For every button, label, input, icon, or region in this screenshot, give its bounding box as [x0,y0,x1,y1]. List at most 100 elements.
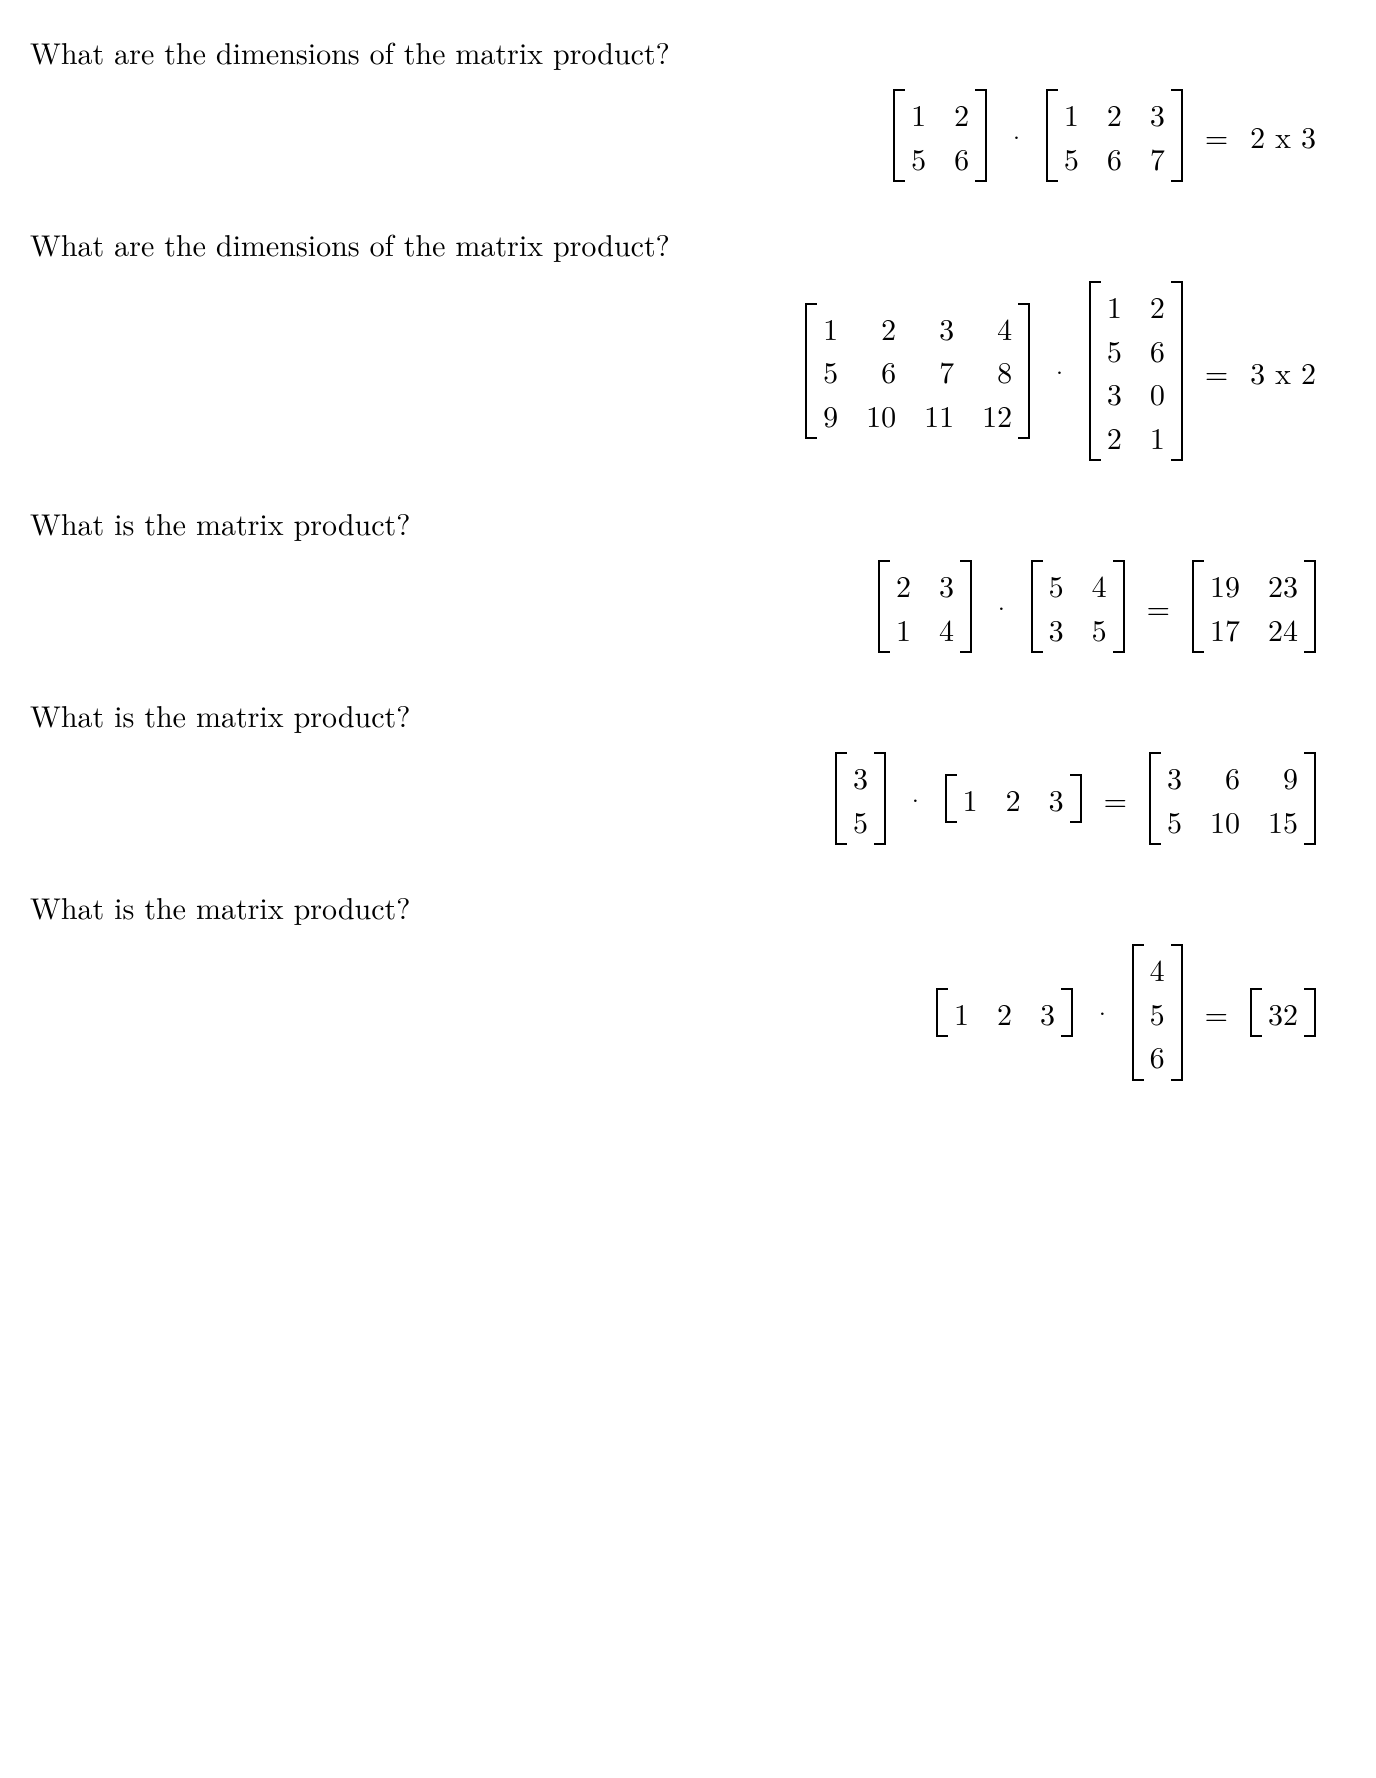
equals-sign: = [1201,350,1232,393]
bracket-left [805,303,817,440]
matrix-cells: 123567 [1058,89,1171,182]
matrix-cell: 5 [1167,802,1182,840]
matrix-cell: 5 [823,352,838,390]
matrix-cell: 9 [1283,758,1298,796]
matrix-cell: 3 [853,758,868,796]
dot-operator: · [904,787,927,811]
equals-sign: = [1143,585,1174,628]
matrix-cell: 5 [853,802,868,840]
bracket-right [1304,752,1316,845]
bracket-left [1149,752,1161,845]
matrix-cell: 1 [954,994,969,1032]
matrix-cell: 1 [963,780,978,818]
question-text: What is the matrix product? [30,501,1346,544]
bracket-left [1132,944,1144,1081]
matrix-cell: 32 [1268,994,1298,1032]
equation-row: 123456789101112·12563021=3 x 2 [30,281,1316,461]
bracket-right [1018,303,1030,440]
matrix-cells: 123 [957,774,1070,824]
bracket-right [975,89,987,182]
matrix-cell: 0 [1150,374,1165,412]
matrix-right: 123 [945,774,1082,824]
matrix-cell: 10 [866,396,896,434]
bracket-left [1031,560,1043,653]
equals-sign: = [1100,777,1131,820]
matrix-cells: 32 [1262,988,1304,1038]
matrix-answer: 19231724 [1192,560,1316,653]
bracket-right [960,560,972,653]
question-text: What is the matrix product? [30,885,1346,928]
matrix-cells: 5435 [1043,560,1113,653]
bracket-right [874,752,886,845]
matrix-cell: 5 [1150,994,1165,1032]
matrix-cell: 1 [1150,418,1165,456]
question-text: What are the dimensions of the matrix pr… [30,222,1346,265]
matrix-cell: 24 [1268,610,1298,648]
matrix-cell: 5 [1107,331,1122,369]
matrix-cell: 6 [1225,758,1240,796]
equation-row: 35·123=36951015 [30,752,1316,845]
matrix-cell: 2 [1150,287,1165,325]
bracket-left [936,988,948,1038]
matrix-cell: 4 [1150,950,1165,988]
matrix-cell: 3 [1049,610,1064,648]
bracket-left [1089,281,1101,461]
answer-text: 3 x 2 [1250,350,1316,393]
matrix-cell: 1 [896,610,911,648]
matrix-cell: 1 [823,309,838,347]
matrix-left: 35 [835,752,886,845]
matrix-cell: 6 [1107,139,1122,177]
matrix-cell: 1 [1064,95,1079,133]
bracket-left [835,752,847,845]
bracket-left [1250,988,1262,1038]
matrix-cell: 3 [1040,994,1055,1032]
matrix-cell: 6 [1150,331,1165,369]
matrix-left: 123 [936,988,1073,1038]
bracket-right [1304,560,1316,653]
answer-text: 2 x 3 [1250,114,1316,157]
bracket-right [1070,774,1082,824]
dot-operator: · [990,595,1013,619]
equation-row: 2314·5435=19231724 [30,560,1316,653]
matrix-cells: 12563021 [1101,281,1171,461]
matrix-cells: 2314 [890,560,960,653]
matrix-cell: 6 [954,139,969,177]
matrix-left: 123456789101112 [805,303,1030,440]
matrix-cell: 2 [896,566,911,604]
matrix-cell: 2 [1006,780,1021,818]
matrix-cell: 19 [1210,566,1240,604]
bracket-right [1171,944,1183,1081]
dot-operator: · [1005,124,1028,148]
matrix-answer: 32 [1250,988,1316,1038]
dot-operator: · [1091,1000,1114,1024]
matrix-cells: 123456789101112 [817,303,1018,440]
matrix-cell: 1 [911,95,926,133]
bracket-right [1171,89,1183,182]
bracket-left [893,89,905,182]
equation-row: 1256·123567=2 x 3 [30,89,1316,182]
matrix-cell: 5 [911,139,926,177]
matrix-cell: 6 [1150,1037,1165,1075]
question-text: What are the dimensions of the matrix pr… [30,30,1346,73]
matrix-cell: 2 [954,95,969,133]
matrix-left: 2314 [878,560,972,653]
matrix-cell: 9 [823,396,838,434]
matrix-cell: 7 [1150,139,1165,177]
matrix-cell: 5 [1064,139,1079,177]
bracket-right [1113,560,1125,653]
matrix-cell: 5 [1049,566,1064,604]
matrix-cell: 23 [1268,566,1298,604]
bracket-left [1046,89,1058,182]
matrix-cells: 1256 [905,89,975,182]
bracket-left [878,560,890,653]
matrix-cell: 11 [924,396,954,434]
bracket-left [1192,560,1204,653]
matrix-cell: 2 [881,309,896,347]
matrix-cell: 7 [939,352,954,390]
matrix-cell: 3 [1167,758,1182,796]
matrix-left: 1256 [893,89,987,182]
matrix-cell: 3 [939,566,954,604]
matrix-cell: 4 [1092,566,1107,604]
matrix-cell: 1 [1107,287,1122,325]
matrix-cell: 3 [1049,780,1064,818]
